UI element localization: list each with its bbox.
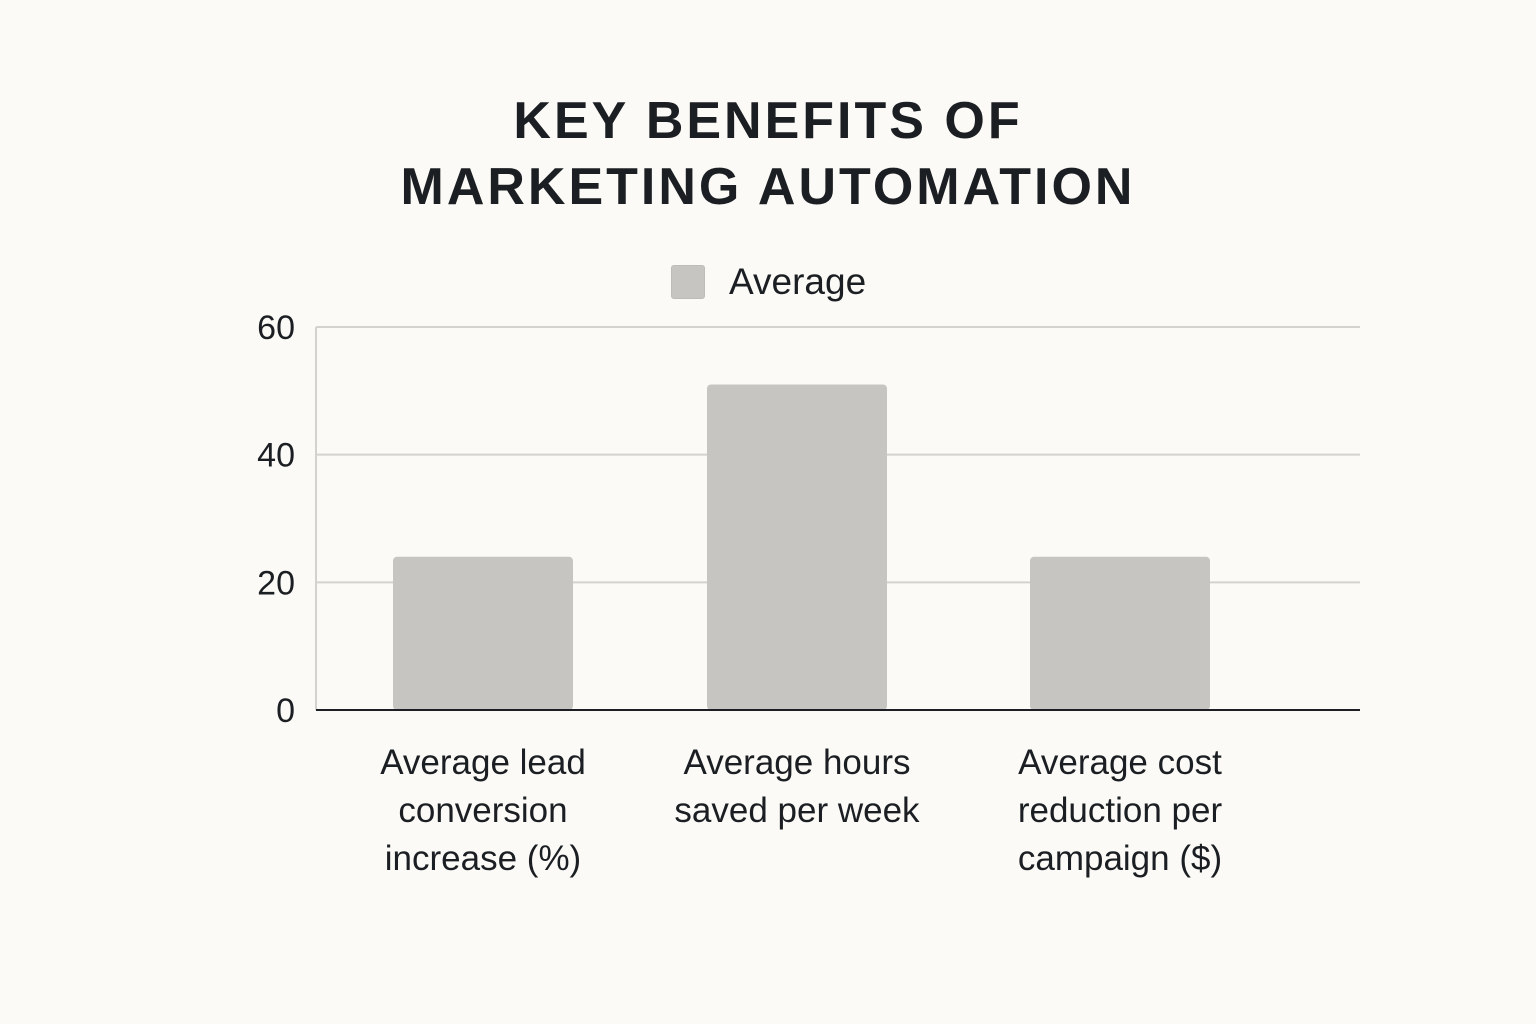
- chart-title-line-1: KEY BENEFITS OF: [513, 92, 1023, 150]
- x-tick-label: Average lead: [380, 743, 586, 782]
- x-tick-label: conversion: [398, 791, 567, 830]
- x-tick-label: Average cost: [1018, 743, 1222, 782]
- x-tick-label: campaign ($): [1018, 839, 1222, 878]
- y-tick-label: 60: [257, 309, 295, 347]
- bar: [1030, 556, 1210, 710]
- legend-label: Average: [729, 261, 867, 302]
- x-tick-label: Average hours: [683, 743, 910, 782]
- x-tick-label: increase (%): [385, 839, 581, 878]
- chart-title-line-2: MARKETING AUTOMATION: [400, 158, 1136, 216]
- y-tick-label: 0: [276, 692, 295, 730]
- bar: [393, 556, 573, 710]
- chart-legend: Average: [671, 261, 867, 302]
- chart-title: KEY BENEFITS OF MARKETING AUTOMATION: [0, 88, 1536, 220]
- x-tick-label: reduction per: [1018, 791, 1223, 830]
- y-tick-label: 40: [257, 437, 295, 475]
- x-tick-label: saved per week: [674, 791, 920, 830]
- y-tick-label: 20: [257, 564, 295, 602]
- bar: [707, 384, 887, 710]
- legend-swatch: [671, 265, 705, 299]
